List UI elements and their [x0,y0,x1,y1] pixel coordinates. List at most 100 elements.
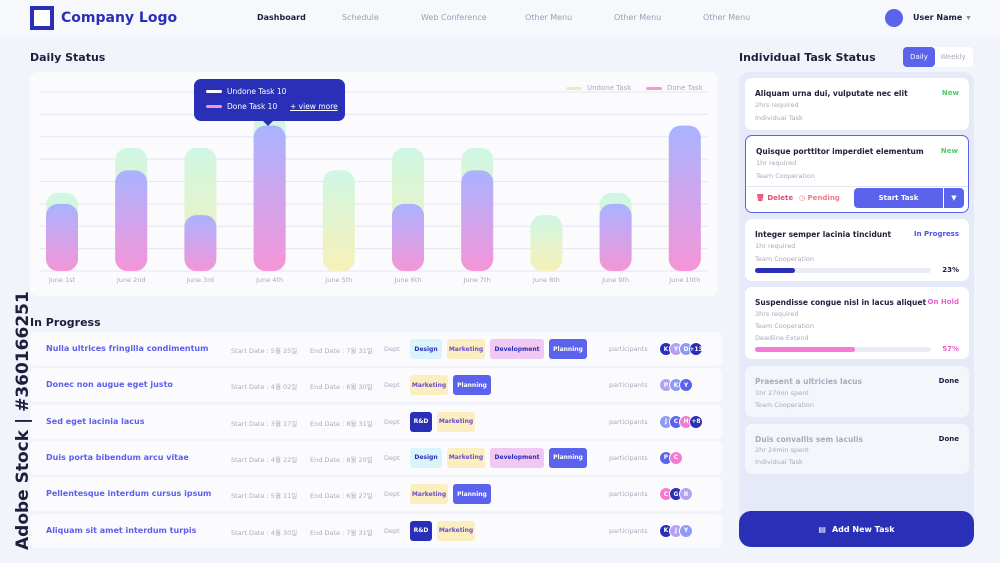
dept-tag[interactable]: Marketing [447,447,485,468]
participant-avatar[interactable]: C [669,450,683,465]
table-row[interactable]: Sed eget lacinia lacus Start Date : 3월 17… [30,404,722,439]
task-title[interactable]: Aliquam sit amet interdum turpis [46,525,197,535]
start-date: Start Date : 4월 30일 [231,528,298,537]
table-row[interactable]: Pellentesque interdum cursus ipsum Start … [30,477,722,512]
chevron-down-icon[interactable]: ▼ [944,188,964,208]
delete-button[interactable]: 🗑 Delete [756,194,793,202]
period-tabs: Daily Weekly [903,47,973,67]
x-tick-label: June 4th [255,276,283,284]
participants-label: participants [609,417,648,426]
nav-dashboard[interactable]: Dashboard [257,13,306,22]
pending-button[interactable]: ◷ Pending [799,194,840,202]
dept-tag[interactable]: Design [410,339,442,359]
nav-other-menu-3[interactable]: Other Menu [703,13,751,22]
end-date: End Date : 7월 31일 [310,347,373,355]
done-bar[interactable] [668,125,701,271]
task-title[interactable]: Donec non augue eget justo [46,380,173,390]
task-title[interactable]: Duis porta bibendum arcu vitae [46,452,189,462]
task-title: Integer semper lacinia tincidunt [755,230,892,239]
chevron-down-icon[interactable]: ▼ [965,15,972,22]
dept-tag[interactable]: Marketing [437,520,475,541]
progress-bar [755,347,931,352]
table-row[interactable]: Duis porta bibendum arcu vitae Start Date… [30,440,722,475]
participants-label: participants [609,345,648,353]
done-bar[interactable] [184,215,217,271]
nav-web-conference[interactable]: Web Conference [421,13,487,22]
status-badge: New [941,89,959,97]
dept-tag[interactable]: Development [490,447,544,468]
task-hours: 1hr required [755,242,796,250]
dept-tag[interactable]: Marketing [447,339,485,359]
dept-label: Dept [384,490,400,499]
task-card[interactable]: Duis convallis sem iaculis Done 2hr 24mi… [745,424,969,474]
done-bar[interactable] [461,170,494,271]
participant-avatar[interactable]: Y [679,523,693,538]
participant-avatar[interactable]: +13 [689,342,703,356]
done-bar[interactable] [599,203,632,271]
dept-tag[interactable]: Marketing [410,375,448,396]
undone-bar[interactable] [322,170,355,271]
task-card[interactable]: Suspendisse congue nisl in lacus aliquet… [745,287,969,359]
progress-percent: 57% [942,345,959,353]
task-card[interactable]: Aliquam urna dui, vulputate nec elit New… [745,78,969,130]
view-more-link[interactable]: + view more [290,102,338,111]
dept-tag[interactable]: R&D [410,411,432,432]
dept-tag[interactable]: Planning [549,447,587,468]
dept-tag[interactable]: Marketing [437,411,475,432]
task-title[interactable]: Pellentesque interdum cursus ipsum [46,489,212,499]
nav-other-menu-2[interactable]: Other Menu [614,13,662,22]
task-type: Team Cooperation [755,401,814,409]
x-tick-label: June 2nd [116,276,146,284]
task-title[interactable]: Sed eget lacinia lacus [46,416,145,426]
nav-other-menu-1[interactable]: Other Menu [525,13,573,22]
x-tick-label: June 6th [393,276,421,284]
done-bar[interactable] [115,170,148,271]
dept-tag[interactable]: Development [490,339,544,359]
stock-watermark: Adobe Stock | #360166251 [8,291,38,550]
user-avatar[interactable] [885,9,903,27]
tooltip-undone-row: Undone Task 10 [206,87,286,96]
progress-bar [755,268,931,273]
start-task-button[interactable]: Start Task [854,188,943,208]
task-title: Duis convallis sem iaculis [755,435,863,444]
tab-daily[interactable]: Daily [903,47,935,67]
dept-tag[interactable]: Design [410,447,442,468]
task-card[interactable]: Integer semper lacinia tincidunt In Prog… [745,219,969,281]
trash-icon: 🗑 [756,194,765,202]
tab-weekly[interactable]: Weekly [940,53,966,61]
dept-label: Dept [384,381,400,390]
x-tick-label: June 8th [532,276,560,284]
dept-tag[interactable]: R&D [410,520,432,541]
participant-avatar[interactable]: Y [679,378,693,393]
table-row[interactable]: Donec non augue eget justo Start Date : 4… [30,368,722,403]
done-bar[interactable] [46,203,78,271]
participant-avatar[interactable]: R [679,487,693,502]
done-bar[interactable] [392,203,424,271]
dept-tag[interactable]: Planning [453,484,491,505]
participants-label: participants [609,526,648,535]
table-row[interactable]: Nulla ultrices fringilla condimentum Star… [30,332,722,366]
task-title: Quisque porttitor imperdiet elementum [756,147,924,156]
undone-bar[interactable] [530,215,563,271]
progress-percent: 23% [942,266,959,274]
task-card[interactable]: Praesent a ultricies lacus Done 1hr 27mi… [745,366,969,417]
daily-status-bar-chart: June 1st June 2nd June 3rd June 4th June 5th… [40,91,708,284]
user-name[interactable]: User Name [913,13,963,22]
task-card-selected[interactable]: Quisque porttitor imperdiet elementum Ne… [745,135,969,213]
company-logo[interactable]: Company Logo [30,6,177,30]
participants-label: participants [609,490,648,499]
task-type: Team Cooperation [755,255,814,263]
dept-tag[interactable]: Planning [549,339,587,359]
start-date: Start Date : 4월 22일 [231,455,298,464]
progress-fill [755,347,856,352]
done-bar[interactable] [253,125,286,271]
participant-avatar[interactable]: +8 [689,414,703,429]
dept-tag[interactable]: Planning [453,375,491,396]
add-new-task-button[interactable]: ▤ Add New Task [739,511,974,547]
task-note: Deadline Extend [755,334,809,342]
task-title[interactable]: Nulla ultrices fringilla condimentum [46,344,209,353]
dept-tag[interactable]: Marketing [410,484,448,505]
delete-label: Delete [767,194,794,202]
table-row[interactable]: Aliquam sit amet interdum turpis Start Da… [30,513,722,548]
nav-schedule[interactable]: Schedule [342,13,379,22]
